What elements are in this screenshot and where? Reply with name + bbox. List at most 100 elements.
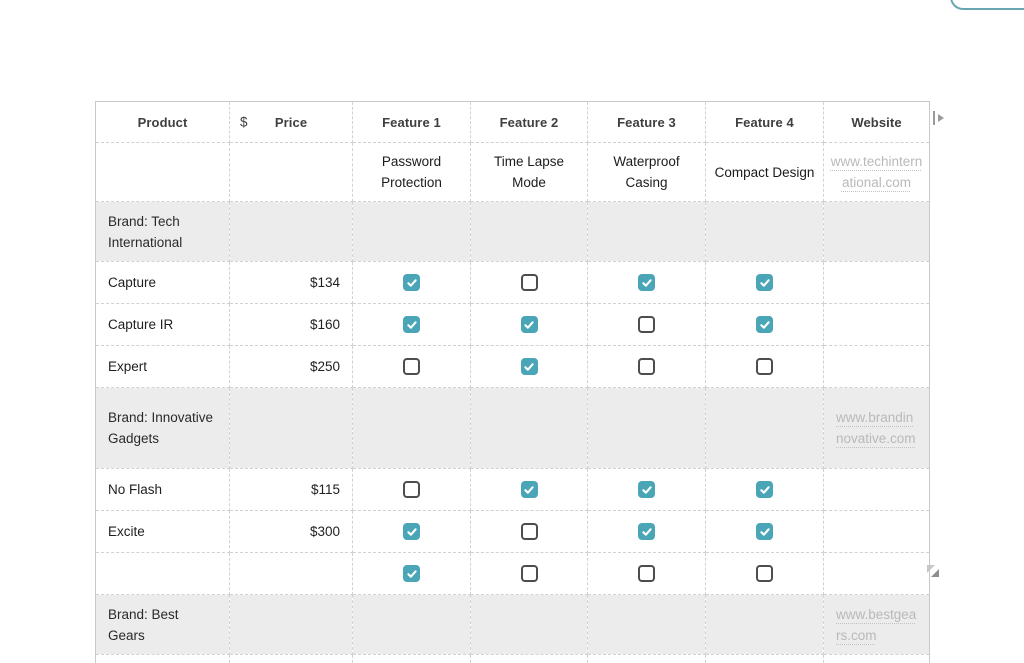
- feature-check-cell[interactable]: [705, 654, 824, 663]
- empty-cell[interactable]: [229, 387, 353, 469]
- feature-checkbox-checked[interactable]: [520, 316, 538, 333]
- price-cell[interactable]: $300: [229, 510, 353, 553]
- empty-cell[interactable]: [95, 142, 230, 202]
- price-cell[interactable]: $250: [229, 654, 353, 663]
- feature-check-cell[interactable]: [587, 468, 706, 511]
- website-cell[interactable]: [823, 552, 930, 595]
- feature-check-cell[interactable]: [587, 510, 706, 553]
- feature-checkbox-checked[interactable]: [520, 481, 538, 498]
- price-cell[interactable]: $134: [229, 261, 353, 304]
- website-link[interactable]: www.bestgears.com: [836, 606, 917, 643]
- website-cell[interactable]: [823, 468, 930, 511]
- price-cell[interactable]: $160: [229, 303, 353, 346]
- empty-cell[interactable]: [229, 201, 353, 262]
- feature-checkbox-checked[interactable]: [638, 274, 655, 291]
- feature-check-cell[interactable]: [587, 654, 706, 663]
- empty-cell[interactable]: [352, 201, 471, 262]
- feature-check-cell[interactable]: [587, 552, 706, 595]
- feature-check-cell[interactable]: [470, 303, 588, 346]
- empty-cell[interactable]: [587, 201, 706, 262]
- feature-check-cell[interactable]: [587, 345, 706, 388]
- column-header-website[interactable]: Website: [823, 101, 930, 143]
- empty-cell[interactable]: [470, 387, 588, 469]
- feature-check-cell[interactable]: [352, 303, 471, 346]
- feature-check-cell[interactable]: [352, 468, 471, 511]
- feature-check-cell[interactable]: [705, 261, 824, 304]
- product-name-cell[interactable]: Capture IR: [95, 303, 230, 346]
- feature-check-cell[interactable]: [470, 345, 588, 388]
- website-cell[interactable]: [823, 303, 930, 346]
- table-resize-handle[interactable]: [927, 565, 939, 577]
- product-name-cell[interactable]: [95, 552, 230, 595]
- feature-checkbox-checked[interactable]: [520, 358, 538, 375]
- feature-check-cell[interactable]: [352, 261, 471, 304]
- feature-checkbox-unchecked[interactable]: [638, 316, 655, 333]
- feature-checkbox-checked[interactable]: [756, 481, 773, 498]
- website-cell[interactable]: www.bestgears.com: [823, 594, 930, 655]
- feature-check-cell[interactable]: [470, 261, 588, 304]
- feature-check-cell[interactable]: [352, 552, 471, 595]
- feature-check-cell[interactable]: [470, 468, 588, 511]
- feature-check-cell[interactable]: [352, 345, 471, 388]
- feature-checkbox-checked[interactable]: [403, 565, 420, 582]
- brand-label-cell[interactable]: Brand: Best Gears: [95, 594, 230, 655]
- empty-cell[interactable]: [587, 594, 706, 655]
- website-cell[interactable]: [823, 345, 930, 388]
- website-cell[interactable]: [823, 654, 930, 663]
- empty-cell[interactable]: [352, 594, 471, 655]
- product-name-cell[interactable]: No Flash: [95, 468, 230, 511]
- feature-checkbox-checked[interactable]: [756, 316, 773, 333]
- column-header-f2[interactable]: Feature 2: [470, 101, 588, 143]
- empty-cell[interactable]: [470, 201, 588, 262]
- website-link[interactable]: www.brandinnovative.com: [836, 410, 916, 446]
- column-header-price[interactable]: $ Price: [229, 101, 353, 143]
- column-header-f3[interactable]: Feature 3: [587, 101, 706, 143]
- website-link[interactable]: www.techinternational.com: [830, 154, 923, 190]
- feature-name-cell[interactable]: Time Lapse Mode: [470, 142, 588, 202]
- empty-cell[interactable]: [705, 201, 824, 262]
- feature-check-cell[interactable]: [587, 303, 706, 346]
- feature-name-cell[interactable]: Waterproof Casing: [587, 142, 706, 202]
- column-header-f4[interactable]: Feature 4: [705, 101, 824, 143]
- column-header-product[interactable]: Product: [95, 101, 230, 143]
- column-header-f1[interactable]: Feature 1: [352, 101, 471, 143]
- feature-check-cell[interactable]: [470, 510, 588, 553]
- feature-checkbox-unchecked[interactable]: [756, 565, 773, 582]
- feature-checkbox-checked[interactable]: [756, 274, 773, 291]
- feature-checkbox-unchecked[interactable]: [520, 274, 538, 291]
- product-name-cell[interactable]: Excite: [95, 510, 230, 553]
- empty-cell[interactable]: [470, 594, 588, 655]
- empty-cell[interactable]: [352, 387, 471, 469]
- feature-check-cell[interactable]: [470, 552, 588, 595]
- feature-check-cell[interactable]: [705, 510, 824, 553]
- feature-checkbox-unchecked[interactable]: [756, 358, 773, 375]
- feature-check-cell[interactable]: [470, 654, 588, 663]
- price-cell[interactable]: [229, 552, 353, 595]
- feature-check-cell[interactable]: [705, 468, 824, 511]
- empty-cell[interactable]: [705, 594, 824, 655]
- feature-checkbox-unchecked[interactable]: [638, 358, 655, 375]
- feature-checkbox-checked[interactable]: [638, 481, 655, 498]
- product-name-cell[interactable]: Innovate: [95, 654, 230, 663]
- empty-cell[interactable]: [705, 387, 824, 469]
- feature-check-cell[interactable]: [705, 345, 824, 388]
- feature-check-cell[interactable]: [705, 303, 824, 346]
- feature-checkbox-checked[interactable]: [403, 523, 420, 540]
- price-cell[interactable]: $250: [229, 345, 353, 388]
- feature-name-cell[interactable]: Compact Design: [705, 142, 824, 202]
- feature-check-cell[interactable]: [705, 552, 824, 595]
- brand-label-cell[interactable]: Brand: Innovative Gadgets: [95, 387, 230, 469]
- brand-label-cell[interactable]: Brand: Tech International: [95, 201, 230, 262]
- feature-checkbox-unchecked[interactable]: [638, 565, 655, 582]
- website-cell[interactable]: www.techinternational.com: [823, 142, 930, 202]
- feature-check-cell[interactable]: [587, 261, 706, 304]
- product-name-cell[interactable]: Expert: [95, 345, 230, 388]
- empty-cell[interactable]: [229, 142, 353, 202]
- product-name-cell[interactable]: Capture: [95, 261, 230, 304]
- website-cell[interactable]: [823, 510, 930, 553]
- website-cell[interactable]: [823, 201, 930, 262]
- feature-checkbox-checked[interactable]: [403, 316, 420, 333]
- feature-checkbox-unchecked[interactable]: [520, 565, 538, 582]
- feature-checkbox-unchecked[interactable]: [403, 358, 420, 375]
- empty-cell[interactable]: [587, 387, 706, 469]
